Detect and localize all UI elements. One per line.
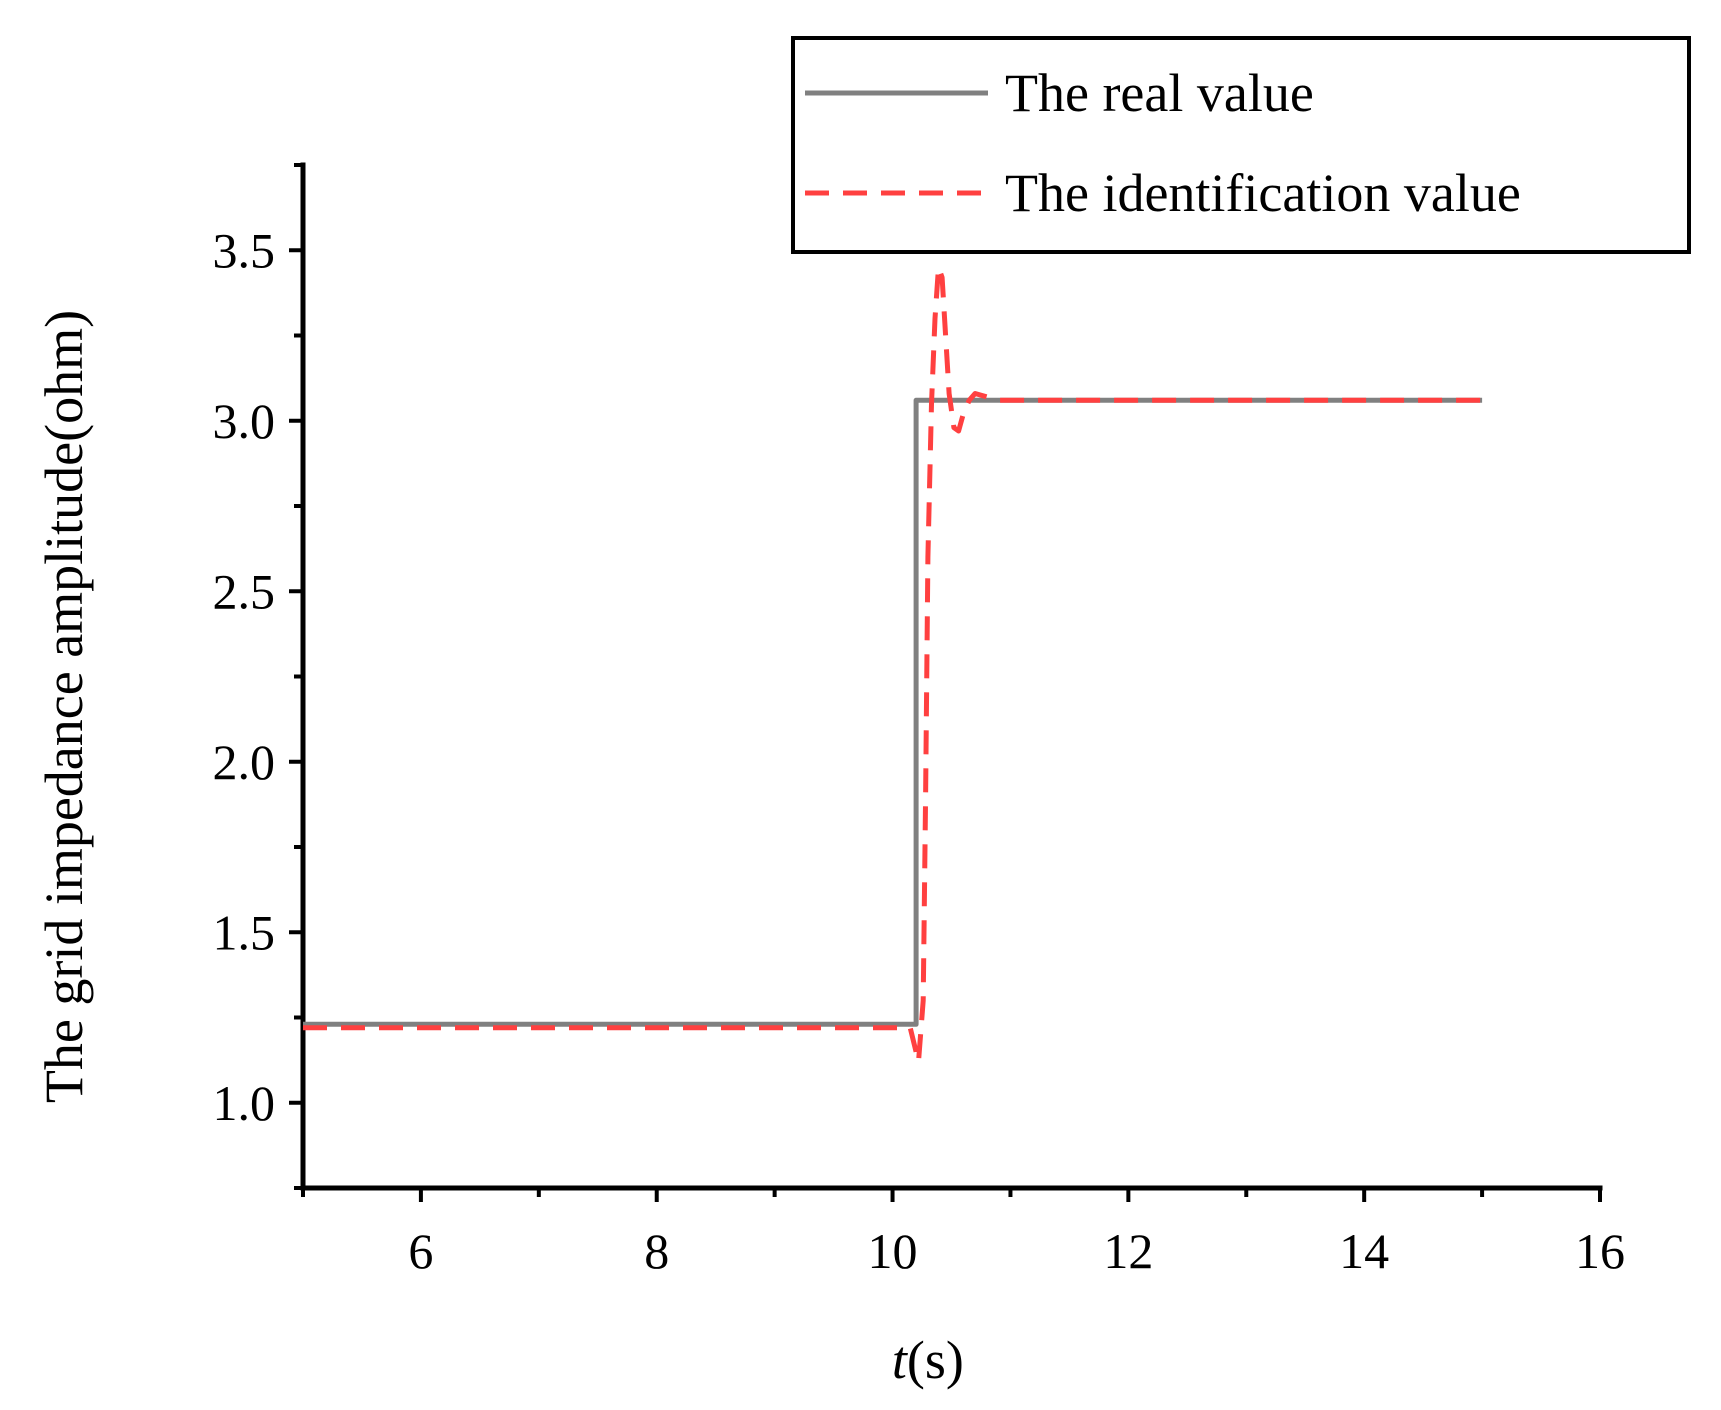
x-axis-title: t(s): [892, 1330, 964, 1390]
series-group: [303, 264, 1483, 1065]
y-tick-label: 1.0: [213, 1075, 276, 1131]
y-tick-label: 3.5: [213, 222, 276, 278]
y-tick-label: 2.5: [213, 563, 276, 619]
x-tick-label: 8: [644, 1223, 669, 1279]
axes: [300, 162, 1603, 1191]
x-axis-title-italic: t: [892, 1330, 909, 1390]
legend-label-real-value: The real value: [1005, 63, 1314, 123]
legend-label-identification-value: The identification value: [1005, 163, 1521, 223]
y-tick-label: 1.5: [213, 904, 276, 960]
x-tick-label: 10: [868, 1223, 918, 1279]
y-tick-label: 3.0: [213, 393, 276, 449]
series-line-identification-value: [303, 264, 1483, 1065]
x-axis-title-unit: (s): [907, 1330, 964, 1390]
legend-box: [791, 36, 1691, 254]
series-line-real-value: [303, 397, 1483, 1027]
y-tick-label: 2.0: [213, 734, 276, 790]
x-tick-label: 14: [1339, 1223, 1389, 1279]
y-axis-title: The grid impedance amplitude(ohm): [34, 310, 94, 1103]
ticks: 6 8 10 12 14 16 1.0 1.5 2.0 2.5 3.0 3.5: [213, 163, 1625, 1279]
x-tick-label: 16: [1575, 1223, 1625, 1279]
legend: The real value The identification value: [791, 36, 1691, 254]
x-tick-label: 12: [1103, 1223, 1153, 1279]
x-tick-label: 6: [408, 1223, 433, 1279]
